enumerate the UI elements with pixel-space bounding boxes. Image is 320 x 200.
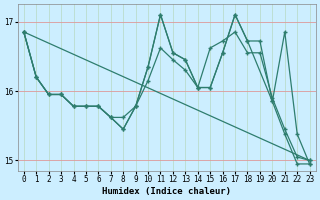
X-axis label: Humidex (Indice chaleur): Humidex (Indice chaleur) xyxy=(102,187,231,196)
